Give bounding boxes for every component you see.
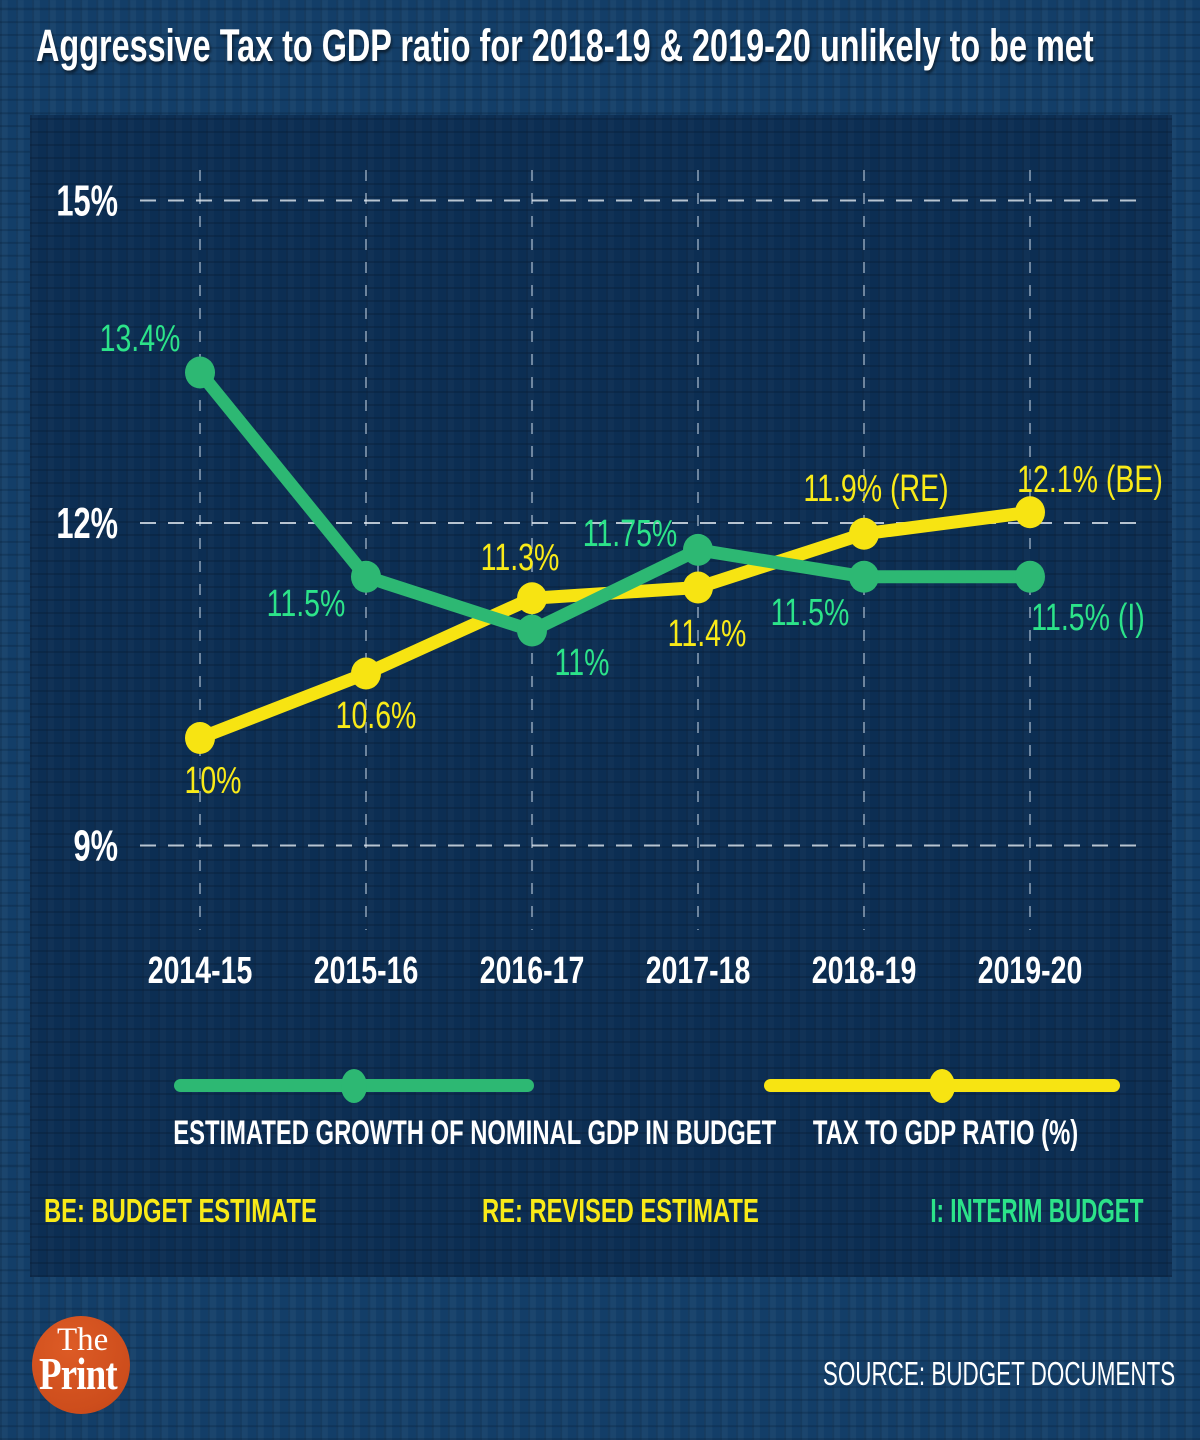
legend-line-green-icon xyxy=(174,1068,534,1103)
x-axis-tick-label: 2018-19 xyxy=(812,950,917,992)
source-credit: SOURCE: BUDGET DOCUMENTS xyxy=(822,1355,1175,1392)
chart-title: Aggressive Tax to GDP ratio for 2018-19 … xyxy=(36,20,1200,72)
legend-label: ESTIMATED GROWTH OF NOMINAL GDP IN BUDGE… xyxy=(173,1114,777,1152)
data-point xyxy=(1015,560,1045,593)
line-chart: 15% 12% 9% 2014-15 2015-16 2016-17 2017-18 2018… xyxy=(56,170,1163,992)
data-point-label: 10% xyxy=(184,760,241,802)
chart-panel: 15% 12% 9% 2014-15 2015-16 2016-17 2017-18 2018… xyxy=(30,115,1172,1277)
y-axis-tick-label: 15% xyxy=(56,177,118,226)
x-axis-tick-label: 2016-17 xyxy=(480,950,585,992)
abbreviation-notes: BE: BUDGET ESTIMATE RE: REVISED ESTIMATE… xyxy=(30,1192,1172,1234)
data-point xyxy=(849,560,879,593)
data-point xyxy=(517,582,547,615)
series-line xyxy=(193,366,1037,637)
note-budget-estimate: BE: BUDGET ESTIMATE xyxy=(44,1192,317,1229)
y-axis-tick-label: 12% xyxy=(56,500,118,549)
legend-dot-yellow-icon xyxy=(929,1068,955,1103)
note-revised-estimate: RE: REVISED ESTIMATE xyxy=(482,1192,759,1229)
data-point xyxy=(683,533,713,566)
data-point xyxy=(351,560,381,593)
data-point xyxy=(185,356,215,389)
data-point-label: 11.75% xyxy=(583,513,678,555)
legend: ESTIMATED GROWTH OF NOMINAL GDP IN BUDGE… xyxy=(30,1068,1172,1169)
logo-text-print: Print xyxy=(39,1349,118,1399)
data-point-label: 11.5% xyxy=(771,592,850,634)
x-axis-tick-label: 2015-16 xyxy=(314,950,419,992)
x-axis-tick-label: 2019-20 xyxy=(978,950,1083,992)
data-point-label: 11.5% (I) xyxy=(1031,597,1144,639)
legend-dot-green-icon xyxy=(341,1068,367,1103)
theprint-logo: The Print xyxy=(32,1316,130,1414)
data-point xyxy=(849,517,879,550)
legend-item-tax-to-gdp: TAX TO GDP RATIO (%) xyxy=(756,1068,1128,1153)
chart-title-text: Aggressive Tax to GDP ratio for 2018-19 … xyxy=(36,20,1094,71)
data-point-label: 11.9% (RE) xyxy=(803,468,948,510)
x-axis-tick-label: 2017-18 xyxy=(646,950,751,992)
legend-item-nominal-gdp: ESTIMATED GROWTH OF NOMINAL GDP IN BUDGE… xyxy=(44,1068,777,1153)
x-axis-tick-label: 2014-15 xyxy=(148,950,253,992)
data-point-label: 13.4% xyxy=(100,318,181,360)
data-point-label: 11% xyxy=(555,642,610,684)
logo-text-the: The xyxy=(57,1322,109,1358)
data-point-label: 12.1% (BE) xyxy=(1017,459,1163,501)
legend-label: TAX TO GDP RATIO (%) xyxy=(812,1114,1079,1152)
note-interim-budget: I: INTERIM BUDGET xyxy=(929,1192,1143,1229)
data-point-label: 11.5% xyxy=(267,583,346,625)
data-point-label: 11.4% xyxy=(668,613,747,655)
data-point xyxy=(517,614,547,647)
data-point xyxy=(1015,496,1045,529)
data-point-label: 11.3% xyxy=(481,537,560,579)
data-point xyxy=(351,657,381,690)
data-point xyxy=(185,722,215,754)
data-point xyxy=(683,571,713,604)
legend-line-yellow-icon xyxy=(764,1068,1120,1103)
y-axis-tick-label: 9% xyxy=(73,822,118,871)
data-point-label: 10.6% xyxy=(336,695,417,737)
